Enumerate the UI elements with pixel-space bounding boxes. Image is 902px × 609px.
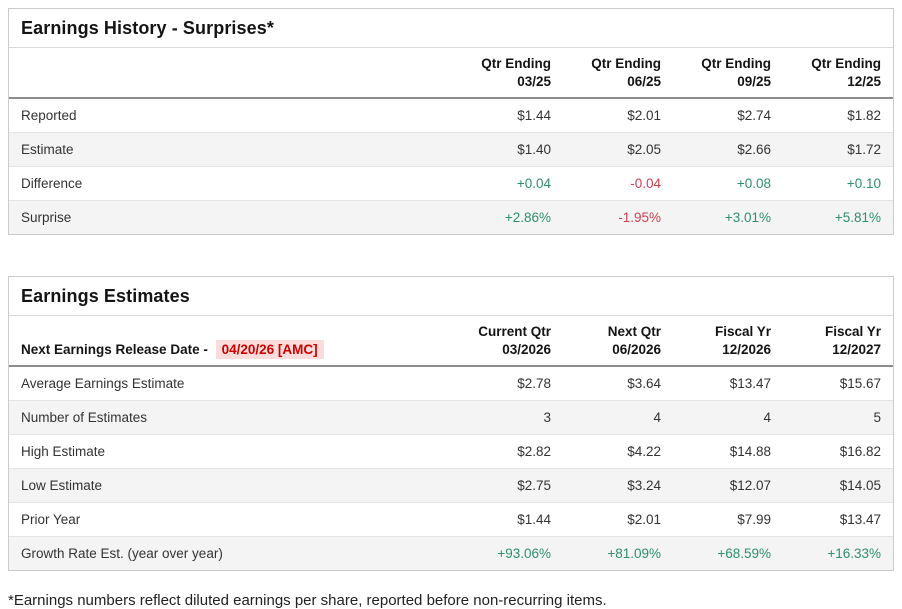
value-cell: $13.47: [729, 376, 771, 392]
row-label: Low Estimate: [21, 478, 103, 494]
value-cell: 4: [653, 410, 661, 426]
row-label: Prior Year: [21, 512, 81, 528]
table-row-difference: Difference +0.04 -0.04 +0.08 +0.10: [9, 167, 893, 201]
value-cell: +16.33%: [827, 546, 881, 562]
column-header-qtr-0325: Qtr Ending 03/25: [481, 56, 551, 89]
earnings-estimates-table: Next Earnings Release Date - 04/20/26 [A…: [9, 316, 893, 571]
next-earnings-release-cell: Next Earnings Release Date - 04/20/26 [A…: [9, 316, 453, 366]
table-row-reported: Reported $1.44 $2.01 $2.74 $1.82: [9, 98, 893, 133]
row-label: Difference: [21, 176, 83, 192]
value-cell: $13.47: [839, 512, 881, 528]
row-label: High Estimate: [21, 444, 106, 460]
earnings-footnote: *Earnings numbers reflect diluted earnin…: [8, 592, 607, 609]
value-cell: +0.10: [846, 176, 881, 192]
value-cell: +3.01%: [724, 210, 771, 226]
value-cell: $2.66: [737, 142, 771, 158]
row-label: Average Earnings Estimate: [21, 376, 185, 392]
value-cell: $3.64: [627, 376, 661, 392]
column-header-fiscal-yr-2027: Fiscal Yr 12/2027: [824, 324, 881, 357]
value-cell: +2.86%: [504, 210, 551, 226]
value-cell: +81.09%: [607, 546, 661, 562]
value-cell: $1.72: [847, 142, 881, 158]
value-cell: +5.81%: [834, 210, 881, 226]
column-header-qtr-0625: Qtr Ending 06/25: [591, 56, 661, 89]
table-row-prior-year: Prior Year $1.44 $2.01 $7.99 $13.47: [9, 503, 893, 537]
value-cell: +93.06%: [497, 546, 551, 562]
table-row-high-estimate: High Estimate $2.82 $4.22 $14.88 $16.82: [9, 435, 893, 469]
value-cell: -0.04: [630, 176, 661, 192]
earnings-estimates-card: Earnings Estimates Next Earnings Release…: [8, 276, 894, 572]
earnings-history-card: Earnings History - Surprises* Qtr Ending…: [8, 8, 894, 236]
value-cell: 5: [873, 410, 881, 426]
column-header-qtr-1225: Qtr Ending 12/25: [811, 56, 881, 89]
value-cell: $2.78: [517, 376, 551, 392]
row-label: Reported: [21, 108, 77, 124]
value-cell: 3: [543, 410, 551, 426]
release-date-label: Next Earnings Release Date -: [21, 341, 208, 357]
value-cell: $2.01: [627, 512, 661, 528]
earnings-estimates-title: Earnings Estimates: [9, 277, 893, 317]
value-cell: $4.22: [627, 444, 661, 460]
earnings-history-title: Earnings History - Surprises*: [9, 9, 893, 48]
value-cell: $14.88: [729, 444, 771, 460]
earnings-history-table: Qtr Ending 03/25 Qtr Ending 06/25 Qtr En…: [9, 48, 893, 235]
value-cell: $2.82: [517, 444, 551, 460]
value-cell: $3.24: [627, 478, 661, 494]
value-cell: +0.08: [736, 176, 771, 192]
row-label: Number of Estimates: [21, 410, 148, 426]
earnings-history-header-row: Qtr Ending 03/25 Qtr Ending 06/25 Qtr En…: [9, 48, 893, 99]
column-header-qtr-0925: Qtr Ending 09/25: [701, 56, 771, 89]
table-row-surprise: Surprise +2.86% -1.95% +3.01% +5.81%: [9, 200, 893, 235]
value-cell: $1.82: [847, 108, 881, 124]
column-header-next-qtr: Next Qtr 06/2026: [607, 324, 661, 357]
value-cell: $1.44: [517, 108, 551, 124]
release-date-badge: 04/20/26 [AMC]: [215, 339, 324, 359]
value-cell: $2.01: [627, 108, 661, 124]
column-header-fiscal-yr-2026: Fiscal Yr 12/2026: [714, 324, 771, 357]
table-row-average-estimate: Average Earnings Estimate $2.78 $3.64 $1…: [9, 366, 893, 401]
table-row-low-estimate: Low Estimate $2.75 $3.24 $12.07 $14.05: [9, 468, 893, 503]
row-label: Growth Rate Est. (year over year): [21, 546, 223, 562]
value-cell: -1.95%: [618, 210, 661, 226]
table-row-estimate: Estimate $1.40 $2.05 $2.66 $1.72: [9, 132, 893, 167]
value-cell: +68.59%: [717, 546, 771, 562]
empty-header-cell: [9, 48, 453, 98]
value-cell: $2.05: [627, 142, 661, 158]
value-cell: $15.67: [839, 376, 881, 392]
earnings-estimates-header-row: Next Earnings Release Date - 04/20/26 [A…: [9, 316, 893, 367]
value-cell: $12.07: [729, 478, 771, 494]
value-cell: 4: [763, 410, 771, 426]
table-row-number-of-estimates: Number of Estimates 3 4 4 5: [9, 400, 893, 435]
table-row-growth-rate: Growth Rate Est. (year over year) +93.06…: [9, 536, 893, 571]
value-cell: $7.99: [737, 512, 771, 528]
value-cell: +0.04: [516, 176, 551, 192]
value-cell: $16.82: [839, 444, 881, 460]
row-label: Surprise: [21, 210, 72, 226]
value-cell: $1.44: [517, 512, 551, 528]
value-cell: $2.75: [517, 478, 551, 494]
row-label: Estimate: [21, 142, 74, 158]
column-header-current-qtr: Current Qtr 03/2026: [478, 324, 551, 357]
value-cell: $2.74: [737, 108, 771, 124]
value-cell: $14.05: [839, 478, 881, 494]
value-cell: $1.40: [517, 142, 551, 158]
